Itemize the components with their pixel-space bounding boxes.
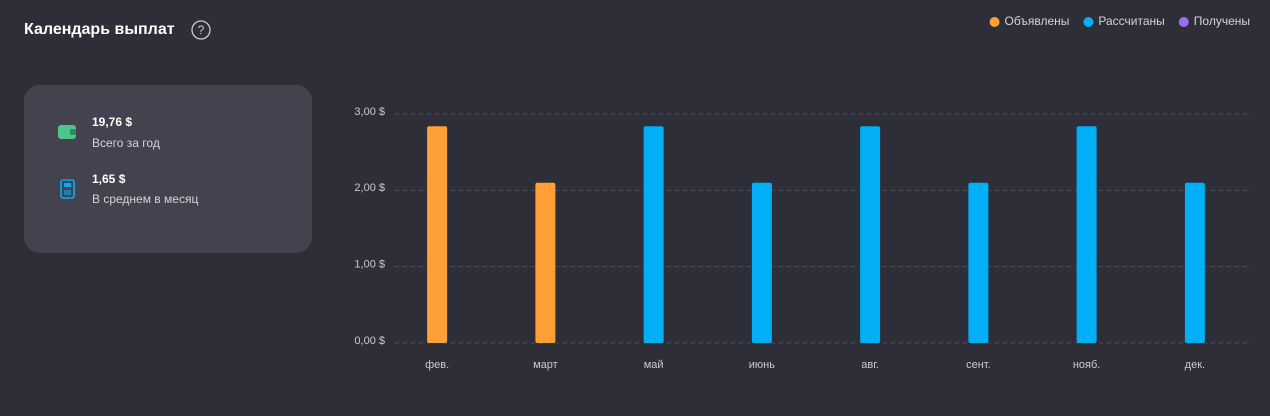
summary-label: Всего за год xyxy=(92,136,160,150)
legend-marker[interactable] xyxy=(989,17,1000,27)
summary-value: 1,65 $ xyxy=(92,172,126,186)
y-tick-label: 3,00 $ xyxy=(354,106,385,118)
legend-label[interactable]: Объявлены xyxy=(1005,14,1070,28)
x-tick-label: сент. xyxy=(966,359,991,371)
calculator-icon xyxy=(60,179,75,199)
x-tick-label: дек. xyxy=(1185,359,1205,371)
bar[interactable] xyxy=(751,182,772,343)
x-tick-label: авг. xyxy=(861,359,879,371)
x-tick-label: фев. xyxy=(425,359,449,371)
summary-label: В среднем в месяц xyxy=(92,192,198,206)
bar[interactable] xyxy=(1076,126,1097,343)
bar[interactable] xyxy=(535,182,556,343)
help-circle[interactable] xyxy=(191,20,211,40)
bar[interactable] xyxy=(968,182,989,343)
x-tick-label: нояб. xyxy=(1073,359,1101,371)
summary-value: 19,76 $ xyxy=(92,115,132,129)
legend-label[interactable]: Рассчитаны xyxy=(1098,14,1164,28)
help-text[interactable]: ? xyxy=(198,23,205,37)
x-tick-label: июнь xyxy=(749,359,775,371)
legend-marker[interactable] xyxy=(1178,17,1189,27)
bar[interactable] xyxy=(643,126,664,343)
x-tick-label: март xyxy=(533,359,558,371)
y-tick-label: 2,00 $ xyxy=(354,182,385,194)
y-tick-label: 0,00 $ xyxy=(354,335,385,347)
y-tick-label: 1,00 $ xyxy=(354,259,385,271)
help-icon[interactable]: ? xyxy=(191,20,211,40)
wallet-icon xyxy=(58,125,76,139)
title: Календарь выплат xyxy=(24,21,175,38)
x-tick-label: май xyxy=(644,359,664,371)
legend-label[interactable]: Получены xyxy=(1194,14,1250,28)
bar[interactable] xyxy=(1184,182,1205,343)
bar[interactable] xyxy=(860,126,881,343)
bar[interactable] xyxy=(427,126,448,343)
legend-marker[interactable] xyxy=(1083,17,1094,27)
summary-card xyxy=(24,85,312,253)
